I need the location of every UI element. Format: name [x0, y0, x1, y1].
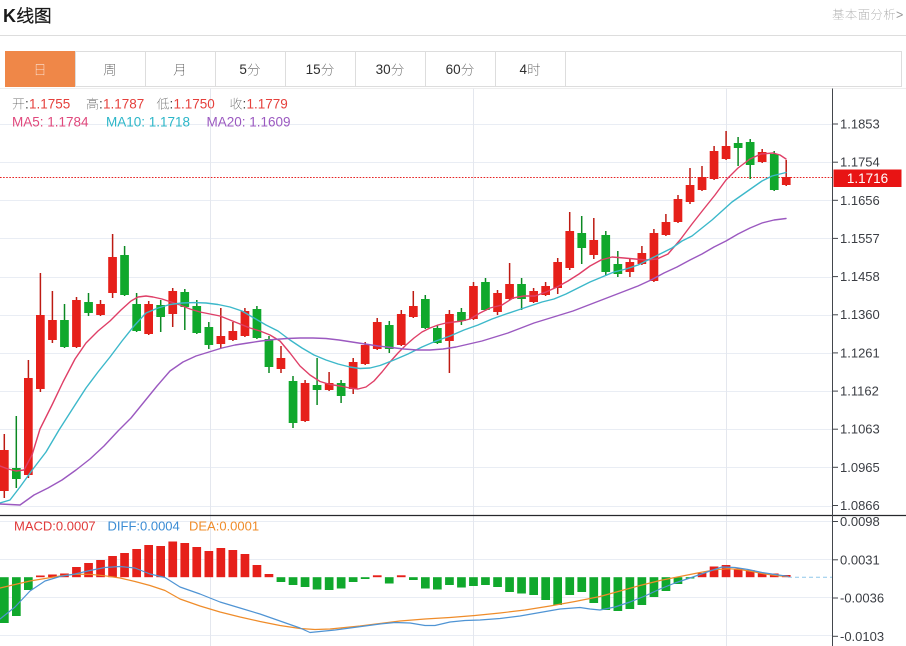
svg-text:4: 4 [520, 62, 528, 77]
svg-text:1.1557: 1.1557 [840, 231, 880, 246]
svg-text:0.0031: 0.0031 [840, 552, 880, 567]
svg-text::: : [25, 97, 29, 112]
svg-text:1.1656: 1.1656 [840, 193, 880, 208]
svg-text:-0.0036: -0.0036 [840, 591, 884, 606]
svg-text:DIFF:0.0004: DIFF:0.0004 [108, 519, 180, 534]
svg-text:MA20: 1.1609: MA20: 1.1609 [207, 115, 291, 130]
svg-text:15: 15 [306, 62, 321, 77]
svg-text:1.0866: 1.0866 [840, 498, 880, 513]
svg-text:MA10: 1.1718: MA10: 1.1718 [106, 115, 190, 130]
svg-text:DEA:0.0001: DEA:0.0001 [189, 519, 259, 534]
svg-text:1.1787: 1.1787 [103, 97, 144, 112]
svg-text:1.1458: 1.1458 [840, 269, 880, 284]
svg-text:30: 30 [376, 62, 391, 77]
svg-text:1.1754: 1.1754 [840, 155, 880, 170]
svg-text:>: > [896, 8, 903, 22]
svg-text:0.0098: 0.0098 [840, 514, 880, 529]
svg-text:-0.0103: -0.0103 [840, 629, 884, 644]
svg-text:1.1853: 1.1853 [840, 117, 880, 132]
svg-text:60: 60 [446, 62, 461, 77]
svg-text::: : [243, 97, 247, 112]
svg-text:1.1360: 1.1360 [840, 307, 880, 322]
svg-text:1.1063: 1.1063 [840, 422, 880, 437]
svg-text::: : [170, 97, 174, 112]
svg-text:K: K [3, 6, 16, 26]
svg-text:1.1716: 1.1716 [847, 171, 888, 186]
svg-text:1.1261: 1.1261 [840, 345, 880, 360]
svg-text:1.1755: 1.1755 [29, 97, 70, 112]
svg-text::: : [99, 97, 103, 112]
svg-text:MACD:0.0007: MACD:0.0007 [14, 519, 96, 534]
svg-text:1.1779: 1.1779 [247, 97, 288, 112]
svg-text:5: 5 [239, 62, 247, 77]
svg-text:1.1162: 1.1162 [840, 384, 879, 399]
svg-text:1.1750: 1.1750 [174, 97, 215, 112]
svg-text:1.0965: 1.0965 [840, 460, 880, 475]
svg-text:MA5: 1.1784: MA5: 1.1784 [12, 115, 89, 130]
